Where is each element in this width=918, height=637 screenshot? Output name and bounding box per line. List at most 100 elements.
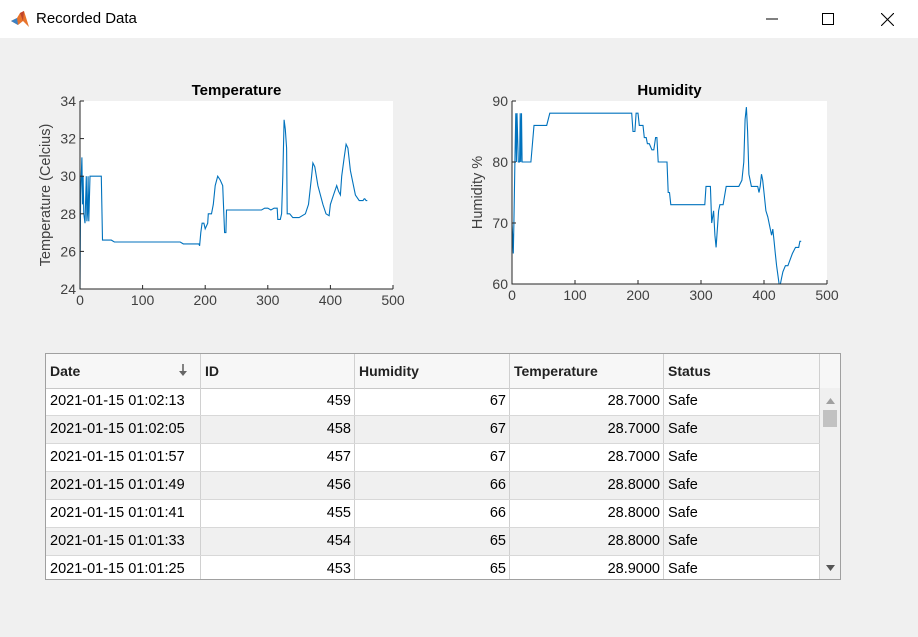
- y-axis-label: Humidity %: [470, 156, 486, 229]
- cell-humidity[interactable]: 66: [355, 472, 510, 499]
- scroll-up-arrow-icon: [825, 398, 835, 404]
- cell-temperature[interactable]: 28.7000: [510, 444, 664, 471]
- title-bar[interactable]: Recorded Data: [0, 0, 918, 38]
- cell-id[interactable]: 457: [201, 444, 355, 471]
- table-row[interactable]: 2021-01-15 01:01:41 455 66 28.8000 Safe: [46, 500, 820, 528]
- table-row[interactable]: 2021-01-15 01:01:57 457 67 28.7000 Safe: [46, 444, 820, 472]
- maximize-icon: [822, 13, 834, 25]
- data-table[interactable]: Date ID Humidity Temperature Status 2021…: [45, 353, 841, 580]
- cell-humidity[interactable]: 66: [355, 500, 510, 527]
- series-line: [511, 107, 802, 285]
- sort-descending-arrow-icon: [179, 364, 187, 376]
- y-axis-label: Temperature (Celcius): [38, 124, 54, 267]
- cell-temperature[interactable]: 28.9000: [510, 556, 664, 579]
- header-filler: [820, 354, 840, 389]
- chart-title: Temperature: [192, 82, 282, 99]
- cell-date[interactable]: 2021-01-15 01:01:41: [46, 500, 201, 527]
- x-tick-label: 500: [381, 292, 405, 308]
- column-label: Status: [668, 363, 711, 379]
- cell-date[interactable]: 2021-01-15 01:01:57: [46, 444, 201, 471]
- cell-humidity[interactable]: 65: [355, 556, 510, 579]
- cell-temperature[interactable]: 28.7000: [510, 388, 664, 415]
- cell-humidity[interactable]: 67: [355, 444, 510, 471]
- plot-area: [80, 101, 393, 289]
- cell-date[interactable]: 2021-01-15 01:01:33: [46, 528, 201, 555]
- cell-status[interactable]: Safe: [664, 444, 820, 471]
- series-line: [79, 119, 368, 290]
- scroll-down-arrow-icon: [825, 565, 835, 571]
- scrollbar-thumb[interactable]: [823, 410, 837, 427]
- x-tick-label: 200: [626, 287, 650, 303]
- cell-temperature[interactable]: 28.8000: [510, 472, 664, 499]
- minimize-icon: [766, 18, 778, 20]
- table-header: Date ID Humidity Temperature Status: [46, 354, 820, 389]
- table-row[interactable]: 2021-01-15 01:01:25 453 65 28.9000 Safe: [46, 556, 820, 579]
- x-tick-label: 400: [319, 292, 343, 308]
- y-tick-label: 24: [60, 281, 76, 297]
- cell-temperature[interactable]: 28.7000: [510, 416, 664, 443]
- y-tick-label: 30: [60, 168, 76, 184]
- cell-temperature[interactable]: 28.8000: [510, 528, 664, 555]
- vertical-scrollbar[interactable]: [820, 388, 840, 579]
- column-label: ID: [205, 363, 219, 379]
- y-tick-label: 32: [60, 131, 76, 147]
- cell-status[interactable]: Safe: [664, 472, 820, 499]
- close-button[interactable]: [858, 0, 916, 38]
- humidity-chart[interactable]: 0 100 200 300 400 500 60 70 80 90 Humidity Humidity…: [462, 76, 842, 316]
- close-icon: [880, 12, 894, 26]
- table-row[interactable]: 2021-01-15 01:01:33 454 65 28.8000 Safe: [46, 528, 820, 556]
- cell-humidity[interactable]: 67: [355, 416, 510, 443]
- column-label: Temperature: [514, 363, 598, 379]
- cell-id[interactable]: 456: [201, 472, 355, 499]
- cell-humidity[interactable]: 65: [355, 528, 510, 555]
- matlab-logo-icon: [11, 11, 29, 27]
- cell-id[interactable]: 455: [201, 500, 355, 527]
- x-tick-label: 0: [76, 292, 84, 308]
- column-header-status[interactable]: Status: [664, 354, 820, 388]
- cell-date[interactable]: 2021-01-15 01:01:49: [46, 472, 201, 499]
- cell-id[interactable]: 454: [201, 528, 355, 555]
- column-header-temperature[interactable]: Temperature: [510, 354, 664, 388]
- y-tick-label: 70: [492, 215, 508, 231]
- cell-id[interactable]: 458: [201, 416, 355, 443]
- cell-temperature[interactable]: 28.8000: [510, 500, 664, 527]
- table-body: 2021-01-15 01:02:13 459 67 28.7000 Safe 2021-…: [46, 388, 820, 579]
- scroll-down-button[interactable]: [820, 559, 840, 577]
- minimize-button[interactable]: [743, 0, 801, 38]
- window-title: Recorded Data: [36, 10, 137, 27]
- scroll-up-button[interactable]: [820, 392, 840, 410]
- y-tick-label: 28: [60, 206, 76, 222]
- x-tick-label: 100: [131, 292, 155, 308]
- y-tick-label: 80: [492, 154, 508, 170]
- x-tick-label: 300: [689, 287, 713, 303]
- cell-status[interactable]: Safe: [664, 416, 820, 443]
- x-tick-label: 100: [563, 287, 587, 303]
- temperature-plot-svg: 0 100 200 300 400 500 24 26 28 30 32 34 Temperature T…: [38, 82, 405, 308]
- x-tick-label: 300: [256, 292, 280, 308]
- cell-date[interactable]: 2021-01-15 01:02:05: [46, 416, 201, 443]
- cell-status[interactable]: Safe: [664, 388, 820, 415]
- maximize-button[interactable]: [799, 0, 857, 38]
- x-tick-label: 0: [508, 287, 516, 303]
- column-header-date[interactable]: Date: [46, 354, 201, 388]
- chart-title: Humidity: [637, 82, 702, 99]
- table-row[interactable]: 2021-01-15 01:01:49 456 66 28.8000 Safe: [46, 472, 820, 500]
- temperature-chart[interactable]: 0 100 200 300 400 500 24 26 28 30 32 34 Temperature T…: [30, 76, 410, 316]
- table-row[interactable]: 2021-01-15 01:02:13 459 67 28.7000 Safe: [46, 388, 820, 416]
- y-tick-label: 90: [492, 93, 508, 109]
- cell-status[interactable]: Safe: [664, 500, 820, 527]
- column-header-humidity[interactable]: Humidity: [355, 354, 510, 388]
- cell-id[interactable]: 459: [201, 388, 355, 415]
- x-tick-label: 400: [752, 287, 776, 303]
- cell-date[interactable]: 2021-01-15 01:01:25: [46, 556, 201, 579]
- table-row[interactable]: 2021-01-15 01:02:05 458 67 28.7000 Safe: [46, 416, 820, 444]
- y-tick-label: 26: [60, 243, 76, 259]
- x-tick-label: 200: [194, 292, 218, 308]
- humidity-plot-svg: 0 100 200 300 400 500 60 70 80 90 Humidity Humidity…: [470, 82, 839, 303]
- cell-humidity[interactable]: 67: [355, 388, 510, 415]
- cell-id[interactable]: 453: [201, 556, 355, 579]
- cell-status[interactable]: Safe: [664, 556, 820, 579]
- cell-status[interactable]: Safe: [664, 528, 820, 555]
- column-header-id[interactable]: ID: [201, 354, 355, 388]
- cell-date[interactable]: 2021-01-15 01:02:13: [46, 388, 201, 415]
